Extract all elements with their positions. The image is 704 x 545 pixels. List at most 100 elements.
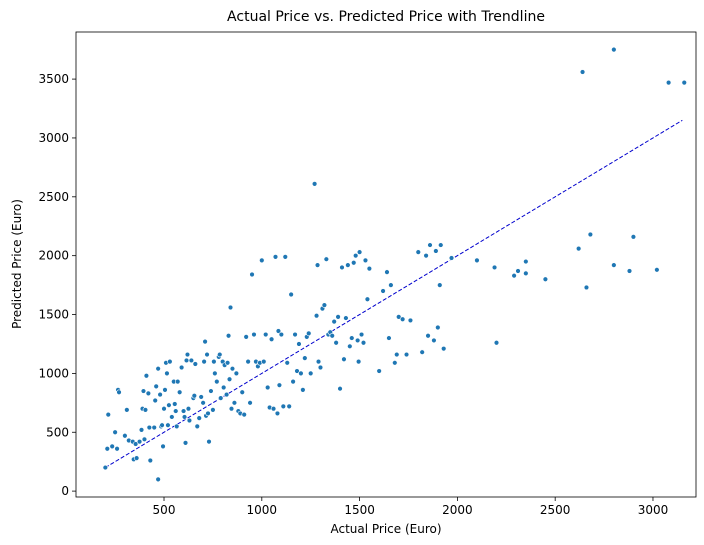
data-point — [214, 378, 220, 385]
data-point — [132, 441, 139, 447]
data-point — [433, 248, 439, 254]
data-point — [294, 368, 300, 374]
data-point — [654, 267, 660, 273]
data-point — [341, 356, 347, 362]
data-point — [259, 257, 265, 264]
data-point — [306, 330, 312, 337]
data-point — [102, 464, 109, 471]
data-point — [157, 391, 163, 398]
data-point — [227, 304, 234, 311]
data-point — [431, 337, 437, 344]
trendline — [105, 119, 683, 468]
data-point — [272, 254, 279, 260]
data-point — [423, 252, 429, 259]
x-tick-label: 2000 — [442, 503, 473, 517]
data-point — [435, 324, 441, 331]
data-point — [351, 260, 357, 266]
data-point — [419, 349, 425, 355]
data-point — [630, 234, 637, 240]
data-point — [352, 252, 359, 259]
data-point — [345, 262, 351, 268]
data-point — [206, 438, 212, 445]
data-point — [202, 338, 208, 345]
data-point — [204, 351, 210, 358]
data-point — [151, 424, 157, 431]
data-point — [392, 360, 398, 366]
data-point — [270, 406, 277, 412]
data-point — [491, 264, 498, 271]
data-point — [355, 358, 362, 365]
data-point — [333, 340, 339, 346]
data-point — [474, 257, 480, 264]
data-point — [376, 368, 382, 374]
data-point — [302, 355, 308, 361]
data-point — [296, 341, 302, 347]
x-tick-label: 1000 — [247, 503, 278, 517]
data-point — [308, 370, 314, 377]
data-point — [364, 296, 371, 302]
y-tick-label: 3000 — [38, 131, 69, 145]
data-point — [160, 443, 166, 450]
y-axis-label: Predicted Price (Euro) — [10, 199, 24, 329]
data-point — [575, 245, 582, 252]
data-point — [583, 284, 590, 291]
data-point — [587, 231, 594, 238]
data-point — [337, 385, 343, 392]
data-point — [200, 400, 206, 406]
y-tick-label: 500 — [46, 425, 69, 439]
data-point — [241, 411, 247, 418]
data-point — [116, 389, 122, 395]
data-point — [288, 291, 294, 298]
data-point — [415, 249, 421, 255]
data-point — [226, 376, 233, 382]
data-point — [166, 402, 172, 408]
y-tick-label: 1500 — [38, 308, 69, 322]
x-axis: 500 1000 1500 2000 2500 3000 — [153, 497, 668, 517]
data-point — [427, 242, 433, 248]
data-point — [329, 333, 335, 339]
x-tick-label: 1500 — [344, 503, 375, 517]
data-point — [384, 269, 390, 275]
y-tick-label: 1000 — [38, 366, 69, 380]
data-point — [314, 262, 321, 268]
data-point — [205, 410, 211, 417]
data-point — [681, 79, 687, 86]
data-point — [300, 387, 306, 393]
data-point — [223, 391, 230, 398]
data-point — [290, 378, 296, 385]
data-point — [349, 335, 355, 341]
data-point — [165, 422, 171, 428]
data-point — [275, 328, 282, 334]
data-point — [142, 407, 149, 413]
data-point — [188, 357, 195, 364]
data-point — [167, 358, 173, 365]
data-point — [360, 340, 367, 346]
data-point — [437, 282, 443, 288]
y-axis: 0 500 1000 1500 2000 2500 3000 3500 — [38, 72, 76, 498]
data-point — [161, 406, 167, 412]
data-point — [321, 302, 328, 308]
y-tick-label: 0 — [61, 484, 69, 498]
data-point — [626, 268, 633, 274]
data-point — [104, 446, 110, 452]
data-point — [286, 403, 292, 410]
data-point — [515, 268, 521, 274]
data-point — [399, 316, 406, 322]
data-point — [396, 314, 402, 320]
data-point — [146, 424, 153, 431]
data-point — [523, 270, 529, 277]
data-point — [164, 370, 170, 377]
data-point — [354, 337, 361, 344]
data-point — [611, 46, 617, 53]
data-point — [448, 255, 455, 261]
data-point — [282, 254, 288, 260]
x-axis-label: Actual Price (Euro) — [330, 522, 441, 536]
data-point — [311, 181, 318, 187]
data-point — [407, 317, 414, 324]
trendline-layer — [105, 119, 683, 468]
data-point — [245, 358, 251, 365]
data-point — [141, 436, 148, 443]
data-point — [184, 351, 191, 358]
data-point — [335, 314, 341, 320]
data-point — [388, 282, 394, 288]
